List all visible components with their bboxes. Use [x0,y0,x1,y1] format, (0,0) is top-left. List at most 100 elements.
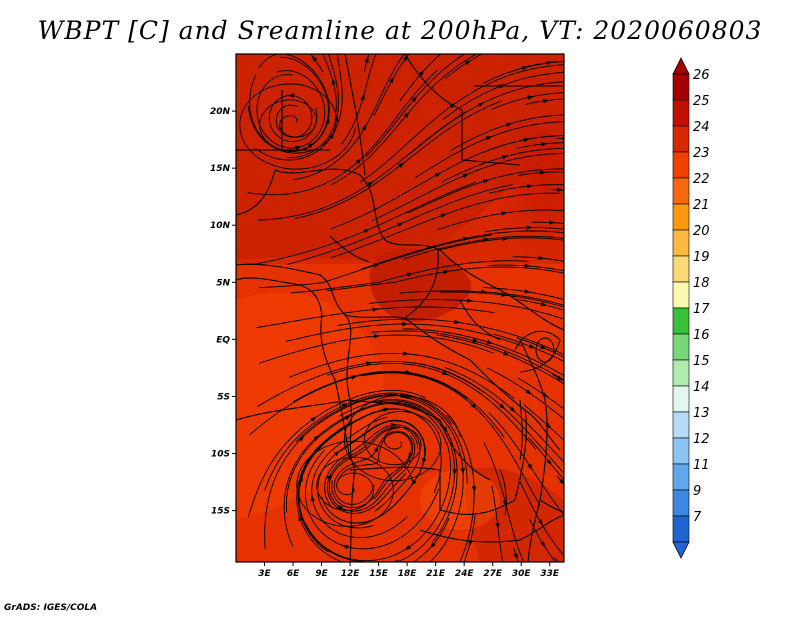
streamline-arrow [440,213,447,218]
streamline-arrow [524,289,531,294]
streamline [371,330,564,381]
streamline-arrow [443,269,450,275]
streamline-arrow [408,452,413,459]
streamline-arrow [463,236,470,241]
streamline-arrow [360,93,365,101]
streamline-arrow [341,544,349,550]
lat-tick-label: 5S [217,392,230,402]
streamline [436,334,564,385]
streamline-arrow [470,403,477,409]
colorbar-label: 9 [693,484,701,499]
streamline-arrow [525,389,532,395]
streamline-arrow [482,179,490,184]
streamline-arrow [311,55,318,62]
lon-tick-label: 3E [258,569,271,579]
colorbar-label: 18 [693,276,710,291]
colorbar-label: 26 [693,68,710,83]
streamline-arrow [422,457,427,465]
streamline-arrow [373,334,380,339]
streamline [330,54,478,186]
vortex-spiral [239,83,357,170]
colorbar-label: 12 [693,432,710,447]
colorbar-swatch [672,359,690,387]
colorbar-swatch [672,515,690,543]
streamline-arrow [295,145,302,151]
streamline-arrow [367,181,374,187]
streamline-arrow [460,468,465,475]
streamline-arrow [325,117,330,124]
streamline-arrow [315,445,322,451]
lat-tick-label: 15S [211,507,230,517]
streamline [515,298,564,311]
colorbar-swatch [672,281,690,309]
streamline-arrow [502,236,509,242]
lat-tick-label: EQ [216,335,230,345]
streamline-arrow [526,184,533,189]
streamline-arrow [434,172,442,178]
streamline-arrow [326,473,332,480]
streamline-arrow [540,541,546,548]
streamline-arrow [503,351,510,356]
colorbar-label: 19 [693,250,710,265]
streamline-arrow [287,93,294,98]
streamline-arrow [495,522,500,529]
colorbar-swatch [672,229,690,257]
streamline-arrow [341,403,348,408]
streamline-arrow [513,553,518,560]
streamline-arrow [542,98,550,104]
lon-tick-label: 9E [315,569,328,579]
colorbar-label: 16 [693,328,710,343]
streamline-arrows [287,54,564,562]
streamline-arrow [485,136,493,141]
map-plot [236,54,564,562]
colorbar-label: 23 [693,146,710,161]
streamline-arrow [540,170,547,175]
streamline-arrow [333,114,339,122]
streamline-arrow [471,486,477,493]
streamline-arrow [308,142,315,148]
streamline-arrow [331,78,336,85]
streamline-arrow [540,301,547,307]
colorbar-label: 14 [693,380,710,395]
coastlines [236,277,564,562]
map-frame [235,53,565,563]
country-borders [236,54,564,562]
streamline-arrow [364,56,369,63]
streamline-arrow [501,155,509,160]
streamline-arrow [363,228,371,234]
streamline-arrow [464,60,471,66]
colorbar-swatch [672,489,690,517]
streamline-arrow [372,307,379,312]
streamline-arrow [355,158,362,164]
streamline [554,557,559,562]
streamline-arrow [442,426,448,433]
colorbar-swatch [672,463,690,491]
lat-tick-label: 20N [210,107,231,117]
streamline-arrow [336,504,343,511]
streamline-arrow [452,469,457,476]
latitude-axis: 20N 15N 10N 5N EQ 5S 10S 15S [210,107,236,517]
streamline-arrow [523,137,530,143]
colorbar-top-arrow [672,57,690,75]
vortex-spiral [343,395,461,482]
colorbar-label: 15 [693,354,710,369]
streamline-arrow [398,162,405,168]
colorbar-label: 20 [693,224,710,239]
colorbar-label: 11 [693,458,710,473]
lon-tick-label: 21E [426,569,446,579]
streamline-arrow [310,495,315,502]
lon-tick-label: 12E [341,569,361,579]
streamline-arrow [411,479,417,486]
streamline [441,147,564,183]
lon-tick-label: 18E [398,569,418,579]
colorbar-swatch [672,411,690,439]
colorbar-label: 13 [693,406,710,421]
streamline-arrow [501,211,508,216]
streamline-arrow [404,544,411,550]
lon-tick-label: 30E [512,569,532,579]
streamline-arrow [350,375,358,380]
streamline-arrow [483,237,490,242]
streamline-arrow [411,96,417,103]
lon-tick-label: 24E [455,569,475,579]
